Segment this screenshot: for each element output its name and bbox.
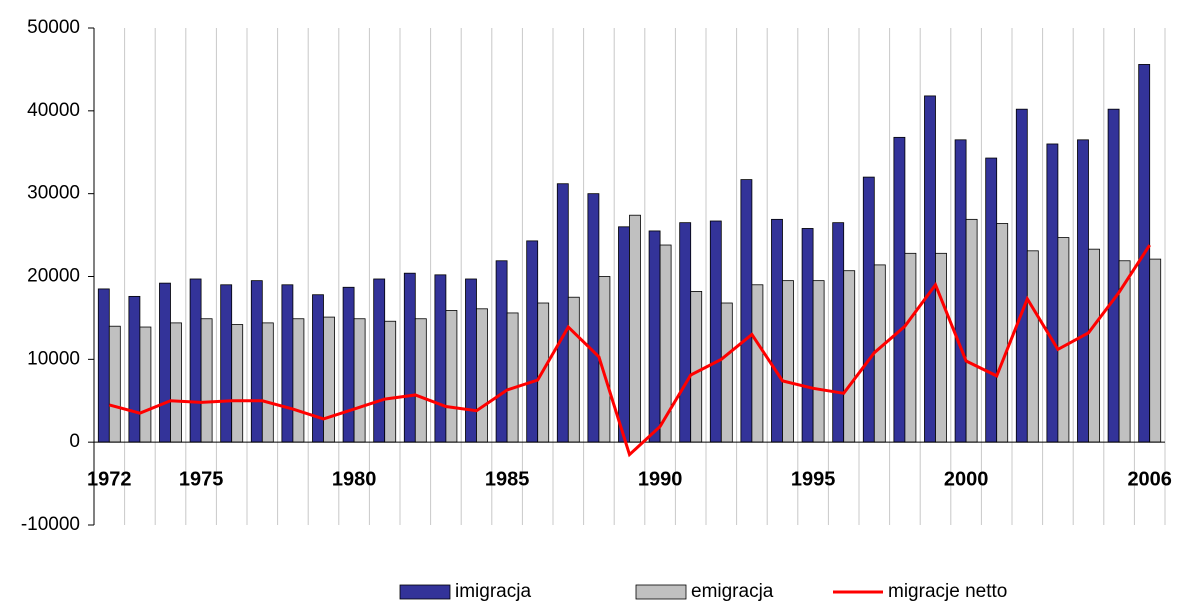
bar	[281, 284, 294, 443]
bar	[556, 183, 569, 443]
bar	[709, 220, 722, 443]
bar	[250, 280, 263, 443]
bar	[200, 318, 213, 443]
bar	[261, 322, 274, 443]
x-tick-label: 1995	[791, 468, 836, 490]
bar	[985, 157, 998, 443]
bar	[506, 312, 519, 443]
bar	[843, 270, 856, 443]
bar	[904, 252, 917, 443]
bar	[97, 288, 110, 443]
y-tick-label: 0	[69, 431, 80, 452]
bar	[526, 240, 539, 443]
bar	[1046, 143, 1059, 443]
bar	[170, 322, 182, 443]
y-tick-label: 40000	[27, 100, 80, 121]
bar	[1077, 139, 1089, 443]
bar	[720, 302, 733, 443]
y-tick-label: 50000	[27, 17, 80, 38]
bar	[403, 272, 416, 443]
bar	[893, 136, 906, 443]
legend-swatch	[635, 584, 687, 600]
bar	[771, 218, 783, 443]
bar	[690, 291, 703, 443]
bar	[292, 318, 305, 443]
bar	[751, 284, 764, 443]
bar	[996, 223, 1009, 443]
bar	[128, 295, 141, 443]
y-tick-label: 20000	[27, 266, 80, 287]
bar	[1149, 258, 1162, 443]
bar	[618, 226, 630, 443]
bar	[1026, 250, 1039, 443]
bar	[159, 282, 171, 443]
bar	[465, 278, 477, 443]
bar	[567, 296, 580, 443]
y-tick-label: 10000	[27, 348, 80, 369]
x-tick-label: 1980	[332, 468, 377, 490]
bar	[740, 179, 753, 443]
bar	[801, 228, 814, 443]
bar	[353, 318, 366, 443]
bar	[323, 316, 335, 443]
bar	[495, 260, 508, 443]
bar	[782, 280, 794, 443]
x-tick-label: 2000	[944, 468, 989, 490]
legend: imigracja emigracja migracje netto	[399, 581, 1007, 602]
bar	[812, 280, 825, 443]
x-tick-label: 1990	[638, 468, 683, 490]
bar	[935, 252, 947, 443]
legend-label: emigracja	[691, 581, 774, 602]
bar	[954, 139, 967, 443]
bar	[924, 95, 936, 443]
bar	[1015, 108, 1028, 443]
bar	[108, 325, 121, 443]
y-tick-label: 30000	[27, 183, 80, 204]
bar	[231, 324, 244, 443]
bar	[312, 294, 324, 443]
bar	[965, 218, 978, 443]
bar	[373, 278, 386, 443]
x-tick-label: 1972	[87, 468, 132, 490]
x-tick-label: 1985	[485, 468, 530, 490]
y-tick-label: -10000	[21, 514, 80, 535]
bar	[1107, 108, 1120, 443]
bar	[679, 222, 692, 443]
legend-swatch	[399, 584, 451, 600]
bar	[220, 284, 233, 443]
bar	[629, 214, 641, 443]
legend-label: imigracja	[455, 581, 531, 602]
bar	[189, 278, 202, 443]
bar	[648, 230, 661, 443]
bar	[342, 286, 355, 443]
x-tick-label: 1975	[179, 468, 224, 490]
bar	[1057, 237, 1070, 443]
bar	[873, 264, 886, 443]
bar	[434, 274, 447, 443]
bar	[139, 326, 152, 443]
bar	[445, 310, 458, 443]
x-tick-label: 2006	[1127, 468, 1172, 490]
legend-label: migracje netto	[888, 581, 1007, 602]
bar	[1088, 248, 1100, 443]
bar	[414, 318, 427, 443]
bar	[384, 320, 397, 443]
line	[108, 244, 1151, 458]
bar	[832, 222, 845, 443]
bar	[587, 193, 600, 443]
bar	[476, 308, 488, 443]
bar	[862, 176, 875, 443]
